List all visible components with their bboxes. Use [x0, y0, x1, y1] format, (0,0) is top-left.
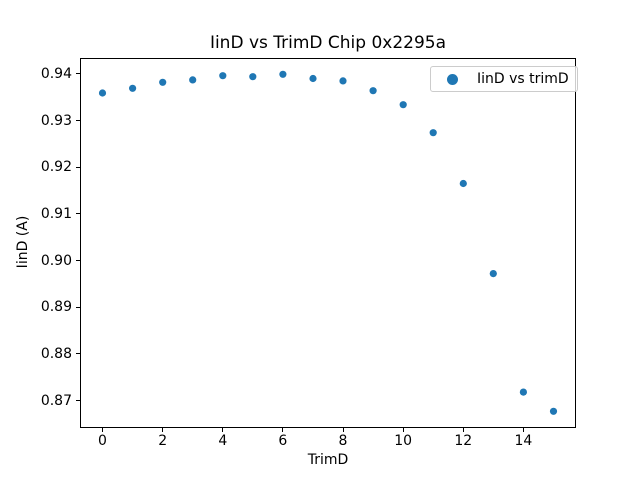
scatter-point [459, 179, 467, 188]
x-tick-label: 14 [514, 433, 533, 449]
scatter-point [98, 89, 107, 97]
x-tick-label: 4 [218, 433, 228, 449]
x-tick-label: 8 [338, 433, 348, 449]
y-tick-label: 0.88 [40, 345, 72, 362]
x-tick-label: 2 [158, 433, 168, 449]
scatter-points-layer [98, 70, 558, 415]
y-tick-label: 0.90 [40, 252, 72, 269]
scatter-point [159, 78, 167, 86]
x-tick-label: 6 [278, 433, 288, 449]
y-tick-label: 0.93 [40, 112, 72, 129]
y-tick-mark [76, 400, 80, 402]
scatter-point [429, 129, 437, 137]
x-tick-mark [342, 428, 344, 432]
x-tick-mark [102, 428, 103, 432]
y-tick-mark [76, 306, 80, 308]
legend: IinD vs trimD [430, 66, 578, 92]
y-tick-mark [76, 73, 80, 75]
plot-area: IinD vs trimD [80, 58, 578, 428]
legend-label: IinD vs trimD [477, 71, 569, 87]
x-tick-mark [462, 428, 464, 432]
scatter-point [489, 270, 497, 278]
y-tick-mark [76, 353, 80, 355]
scatter-point [189, 76, 197, 84]
x-tick-label: 0 [98, 433, 107, 449]
x-tick-mark [402, 428, 404, 432]
legend-marker-icon [447, 73, 458, 85]
chart-title: IinD vs TrimD Chip 0x2295a [209, 33, 447, 53]
x-tick-label: 10 [394, 433, 413, 449]
y-tick-label: 0.87 [40, 392, 72, 409]
x-tick-mark [162, 428, 164, 432]
scatter-point [399, 101, 407, 109]
x-tick-mark [282, 428, 284, 432]
scatter-point [249, 73, 257, 81]
scatter-point [309, 74, 317, 83]
y-tick-mark [76, 213, 80, 215]
scatter-point [279, 70, 287, 78]
scatter-point [519, 388, 527, 396]
y-tick-label: 0.89 [40, 299, 72, 316]
scatter-point [219, 72, 227, 80]
x-axis-label: TrimD [307, 452, 349, 468]
x-tick-mark [222, 428, 224, 432]
y-tick-label: 0.92 [40, 159, 72, 176]
scatter-point [549, 407, 558, 415]
x-tick-label: 12 [454, 433, 473, 449]
y-tick-label: 0.91 [40, 205, 72, 222]
scatter-point [369, 87, 377, 95]
x-tick-mark [522, 428, 524, 432]
scatter-point [339, 77, 347, 85]
y-tick-mark [76, 120, 80, 122]
y-tick-mark [76, 166, 80, 168]
y-tick-mark [76, 260, 80, 262]
y-tick-label: 0.94 [40, 65, 72, 82]
scatter-point [129, 84, 137, 92]
